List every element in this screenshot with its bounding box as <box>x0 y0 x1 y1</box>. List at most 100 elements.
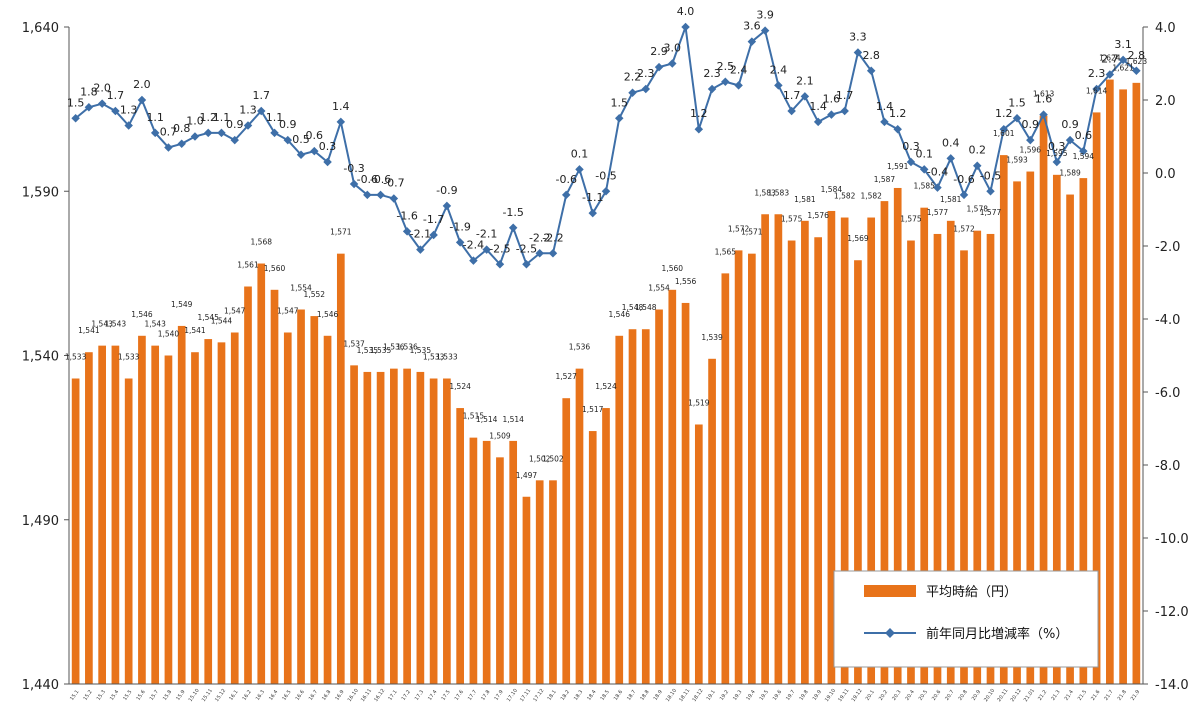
line-value-label: 2.4 <box>730 63 748 76</box>
line-value-label: 1.2 <box>690 107 708 120</box>
x-tick-label: 16.7 <box>308 689 319 702</box>
line-value-label: 3.1 <box>1114 38 1132 51</box>
line-value-label: 0.9 <box>1022 118 1040 131</box>
line-value-label: -0.6 <box>953 173 974 186</box>
line-value-label: 2.3 <box>637 67 655 80</box>
line-value-label: 2.3 <box>703 67 721 80</box>
x-tick-label: 20.11 <box>996 688 1009 702</box>
line-point <box>84 103 94 112</box>
bar-value-label: 1,576 <box>807 211 829 220</box>
bar <box>588 431 597 684</box>
line-point <box>615 114 624 123</box>
bar-value-label: 1,571 <box>330 228 352 237</box>
bar-value-label: 1,537 <box>343 339 365 348</box>
y-left-tick-label: 1,590 <box>22 185 59 200</box>
line-value-label: -0.3 <box>343 162 364 175</box>
bar-value-label: 1,541 <box>184 326 206 335</box>
y-left-tick-label: 1,540 <box>22 350 59 365</box>
line-point <box>522 260 531 269</box>
line-point <box>707 84 717 94</box>
line-value-label: 3.6 <box>743 20 761 33</box>
bar <box>482 440 491 684</box>
bar <box>973 230 982 685</box>
line-value-label: 1.2 <box>889 107 907 120</box>
y-right-tick-label: -2.0 <box>1155 240 1180 255</box>
line-point <box>813 117 823 127</box>
x-tick-label: 17.5 <box>440 689 451 702</box>
line-point <box>217 128 226 138</box>
bar <box>177 325 186 684</box>
bar <box>257 263 266 684</box>
x-tick-label: 18.8 <box>639 689 650 702</box>
line-value-label: 0.8 <box>173 122 191 135</box>
labels-layer: 1,5331,5411,5431,5431,5331,5461,5431,540… <box>65 5 1147 480</box>
line-point <box>681 22 690 32</box>
line-value-label: 1.4 <box>876 100 894 113</box>
bar <box>270 289 279 684</box>
bar <box>1066 194 1074 685</box>
line-point <box>668 59 677 68</box>
x-tick-label: 19.2 <box>719 689 730 702</box>
line-point <box>880 117 889 127</box>
bar <box>774 214 783 684</box>
line-value-label: 0.6 <box>306 129 324 142</box>
bar-value-label: 1,547 <box>277 307 299 316</box>
line-value-label: 2.5 <box>717 60 735 73</box>
bar <box>1013 181 1021 684</box>
line-value-label: 1.7 <box>253 89 271 102</box>
bar-value-label: 1,581 <box>940 195 962 204</box>
y-left-tick-label: 1,640 <box>22 21 59 36</box>
y-right-tick-label: -6.0 <box>1155 386 1180 401</box>
line-point <box>323 157 332 167</box>
bar <box>840 217 849 684</box>
bar <box>933 233 942 684</box>
bar-value-label: 1,556 <box>675 277 697 286</box>
bar-value-label: 1,543 <box>91 320 113 329</box>
bar <box>310 316 319 684</box>
bar-value-label: 1,552 <box>304 290 326 299</box>
bar <box>469 437 478 685</box>
x-tick-label: 19.10 <box>824 688 837 702</box>
line-value-label: 1.1 <box>213 111 231 124</box>
bar-value-label: 1,545 <box>197 313 219 322</box>
x-tick-label: 18.5 <box>600 689 611 702</box>
line-point <box>482 245 491 254</box>
legend: 平均時給（円） 前年同月比増減率（%） <box>833 570 1099 668</box>
bar <box>98 345 106 684</box>
line-point <box>230 135 239 145</box>
x-tick-label: 21.6 <box>1090 689 1101 702</box>
line-value-label: 2.8 <box>1128 49 1146 62</box>
line-value-label: -1.9 <box>449 220 470 233</box>
x-tick-label: 17.1 <box>387 689 398 702</box>
bar <box>814 237 822 685</box>
y-right-tick-label: 4.0 <box>1155 21 1176 36</box>
bar <box>907 240 915 684</box>
line-point <box>774 81 783 90</box>
bar-value-label: 1,535 <box>410 346 432 355</box>
x-tick-label: 18.9 <box>653 689 664 702</box>
x-tick-label: 19.6 <box>772 689 783 702</box>
bar-value-label: 1,546 <box>317 310 339 319</box>
bar <box>615 335 624 684</box>
x-tick-label: 19.11 <box>837 688 850 702</box>
bar-value-label: 1,581 <box>794 195 816 204</box>
line-value-label: 0.9 <box>279 118 297 131</box>
line-point <box>721 77 730 86</box>
x-tick-label: 21.8 <box>1117 689 1128 702</box>
bar <box>986 233 995 684</box>
line-value-label: -0.5 <box>980 169 1001 182</box>
x-tick-label: 18.2 <box>560 689 571 702</box>
line-value-label: 1.1 <box>146 111 164 124</box>
bar <box>681 302 690 684</box>
x-tick-label: 19.1 <box>706 689 717 702</box>
bar-value-label: 1,577 <box>927 208 949 217</box>
bar-value-label: 1,543 <box>144 320 166 329</box>
line-point <box>694 124 704 134</box>
bar-value-label: 1,547 <box>224 307 246 316</box>
bar-value-label: 1,587 <box>874 175 896 184</box>
x-tick-label: 17.9 <box>493 689 504 702</box>
x-tick-label: 18.1 <box>546 689 557 702</box>
line-point <box>628 88 637 97</box>
line-value-label: -2.2 <box>542 231 563 244</box>
line-value-label: 1.7 <box>107 89 125 102</box>
